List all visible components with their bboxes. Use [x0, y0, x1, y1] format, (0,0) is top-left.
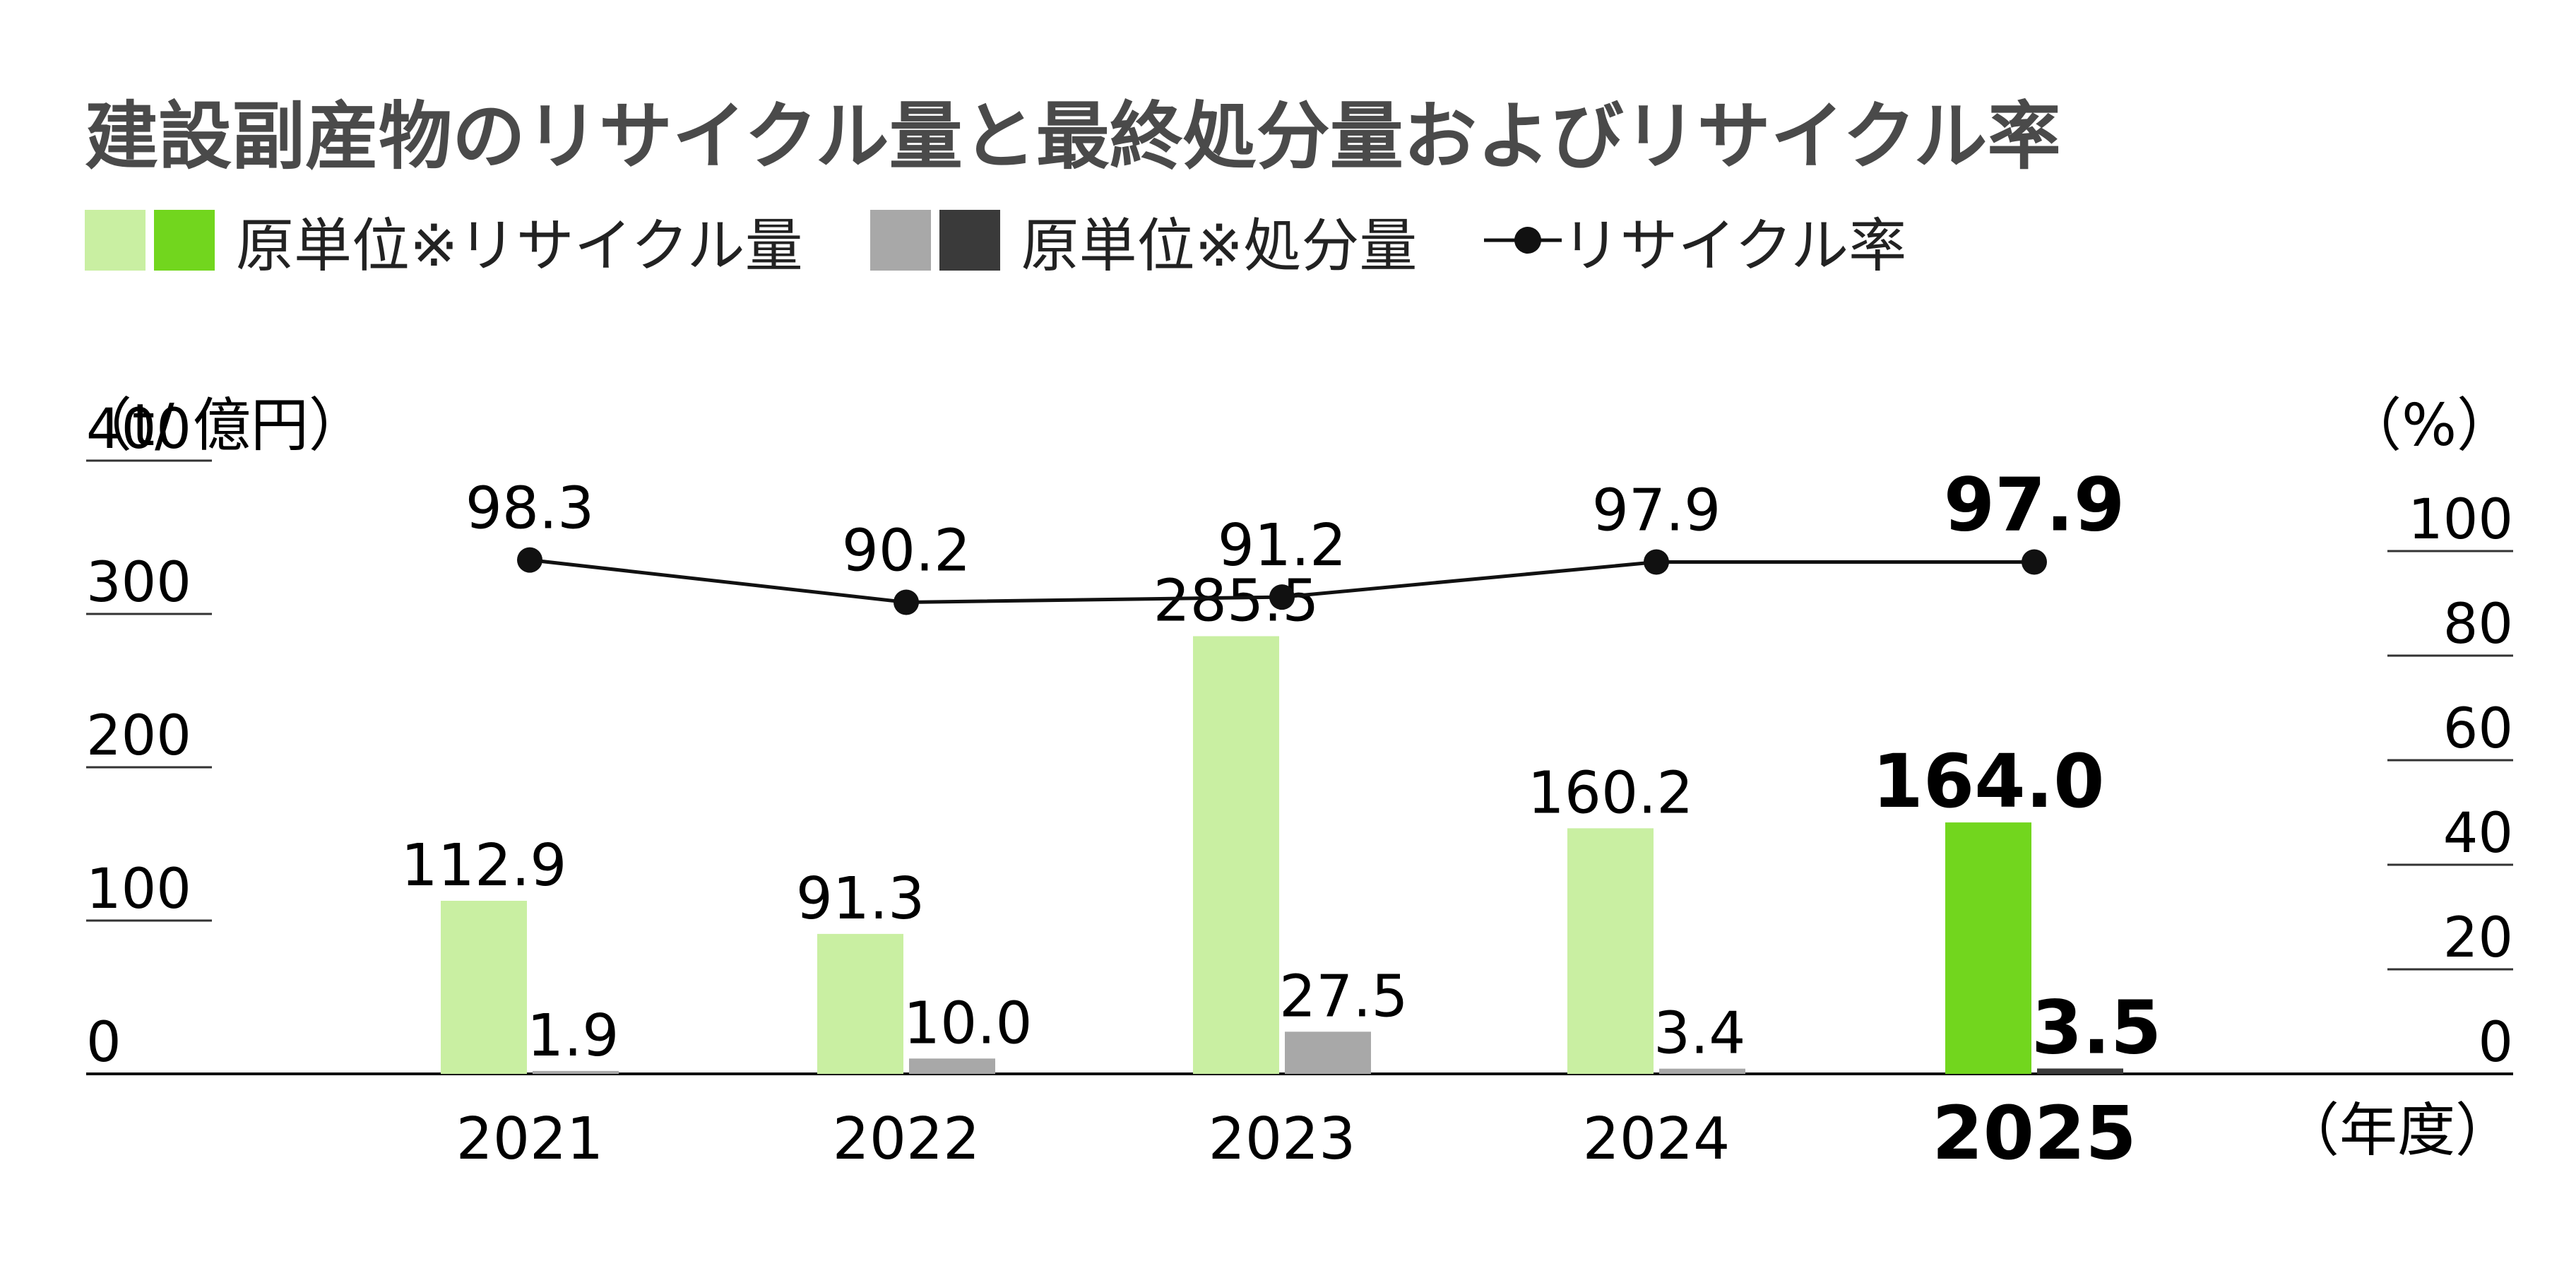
bar-recycle: [441, 901, 527, 1074]
legend-swatch-disposal-highlight: [939, 210, 1000, 271]
y2-tick-label: 60: [2443, 697, 2513, 761]
x-tick-label: 2023: [1209, 1106, 1356, 1173]
bar-disposal: [1285, 1031, 1371, 1074]
legend: 原単位※リサイクル量 原単位※処分量 リサイクル率: [85, 205, 1973, 280]
y-axis-unit-label: （t/ 億円）: [74, 392, 367, 459]
legend-item-rate: リサイクル率: [1484, 199, 1906, 283]
data-label-recycle: 112.9: [401, 832, 567, 899]
data-label-disposal: 27.5: [1279, 963, 1408, 1030]
y2-tick-label: 20: [2443, 906, 2513, 970]
legend-label-disposal: 原単位※処分量: [1021, 212, 1418, 280]
legend-item-disposal: 原単位※処分量: [869, 199, 1418, 283]
data-label-disposal: 10.0: [903, 990, 1033, 1057]
data-label-recycle: 160.2: [1528, 759, 1694, 827]
legend-item-recycle: 原単位※リサイクル量: [85, 199, 803, 283]
legend-swatch-recycle-highlight: [154, 210, 215, 271]
data-label-disposal: 1.9: [527, 1003, 619, 1070]
y2-tick-label: 100: [2408, 488, 2513, 552]
x-tick-label: 2022: [833, 1106, 980, 1173]
point-recycle-rate: [1644, 549, 1669, 575]
chart-title: 建設副産物のリサイクル量と最終処分量およびリサイクル率: [85, 93, 2061, 179]
data-label-recycle-rate: 97.9: [1944, 462, 2125, 548]
y-tick-label: 300: [86, 551, 191, 615]
legend-swatch-recycle-light: [85, 210, 146, 271]
legend-line-marker-icon: [1484, 227, 1562, 254]
data-label-recycle-rate: 98.3: [465, 475, 595, 543]
data-label-recycle-rate: 90.2: [842, 518, 971, 585]
point-recycle-rate: [894, 589, 919, 615]
data-label-disposal: 3.5: [2031, 984, 2161, 1070]
legend-swatch-disposal-light: [869, 210, 931, 271]
bar-recycle: [1945, 822, 2031, 1074]
y2-tick-label: 40: [2443, 802, 2513, 865]
data-label-recycle: 164.0: [1872, 738, 2105, 824]
x-tick-label: 2021: [456, 1106, 604, 1173]
legend-label-recycle: 原単位※リサイクル量: [236, 212, 803, 280]
bar-disposal: [533, 1070, 619, 1074]
y-tick-label: 100: [86, 858, 191, 921]
point-recycle-rate: [517, 547, 542, 573]
data-label-recycle-rate: 91.2: [1218, 512, 1347, 579]
y2-tick-label: 80: [2443, 593, 2513, 656]
bar-recycle: [1193, 636, 1279, 1074]
y-tick-label: 400: [86, 398, 191, 461]
bar-recycle: [1567, 828, 1654, 1074]
bar-recycle: [817, 933, 903, 1074]
point-recycle-rate: [1269, 584, 1295, 610]
y-tick-label: 200: [86, 704, 191, 768]
y2-axis-unit-label: （%）: [2344, 392, 2515, 459]
bar-disposal: [909, 1058, 995, 1074]
y-tick-label: 0: [86, 1011, 121, 1075]
bar-disposal: [1659, 1068, 1745, 1074]
x-tick-label: 2024: [1583, 1106, 1731, 1173]
y2-tick-label: 0: [2478, 1011, 2513, 1075]
bar-disposal: [2037, 1068, 2123, 1074]
data-label-recycle: 91.3: [796, 865, 925, 933]
x-tick-label: 2025: [1932, 1090, 2136, 1176]
point-recycle-rate: [2022, 549, 2047, 575]
x-axis-unit-label: （年度）: [2281, 1097, 2513, 1164]
data-label-recycle-rate: 97.9: [1592, 478, 1721, 545]
data-label-disposal: 3.4: [1654, 1000, 1745, 1068]
legend-label-rate: リサイクル率: [1562, 212, 1907, 280]
